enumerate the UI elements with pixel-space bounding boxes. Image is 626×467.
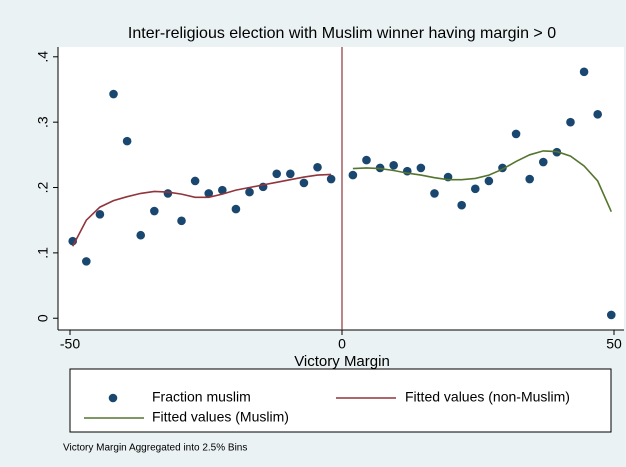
- legend: [69, 368, 612, 433]
- point: [299, 178, 309, 188]
- point: [538, 157, 548, 167]
- point: [150, 206, 159, 216]
- y-tick-label: .2: [35, 181, 51, 193]
- point: [231, 204, 241, 214]
- point: [286, 169, 295, 179]
- fit-line: [352, 150, 613, 213]
- point: [566, 117, 575, 127]
- x-tick-label: -50: [60, 336, 80, 352]
- point: [245, 187, 254, 197]
- y-tick-label: .3: [35, 116, 51, 128]
- legend-label: Fraction muslim: [152, 389, 251, 405]
- point: [362, 155, 371, 165]
- legend-label: Fitted values (non-Muslim): [405, 389, 570, 405]
- x-tick-label: 50: [606, 336, 622, 352]
- fit-line: [71, 173, 332, 247]
- point: [326, 174, 336, 184]
- legend-marker: [108, 393, 118, 403]
- point: [95, 210, 105, 219]
- legend-label: Fitted values (Muslim): [152, 409, 289, 425]
- point: [606, 310, 616, 320]
- point: [272, 169, 282, 179]
- point: [470, 184, 480, 194]
- y-tick-label: 0: [35, 314, 51, 322]
- point: [511, 129, 521, 139]
- x-tick-label: 0: [338, 336, 346, 352]
- point: [593, 110, 602, 119]
- point: [136, 230, 146, 240]
- point: [177, 216, 186, 226]
- point: [190, 176, 200, 186]
- point: [416, 163, 426, 173]
- point: [313, 162, 322, 172]
- y-tick-label: .1: [35, 247, 51, 259]
- point: [484, 176, 494, 186]
- y-tick-label: .4: [35, 51, 51, 63]
- point: [430, 189, 439, 198]
- point: [163, 189, 173, 198]
- note: Victory Margin Aggregated into 2.5% Bins: [63, 443, 247, 454]
- point: [204, 189, 214, 198]
- point: [218, 185, 227, 195]
- point: [457, 200, 466, 210]
- chart-title: Inter-religious election with Muslim win…: [128, 25, 556, 42]
- plot-area: [58, 47, 624, 330]
- point: [348, 170, 358, 180]
- x-axis-label: Victory Margin: [294, 353, 390, 370]
- point: [525, 174, 534, 184]
- point: [389, 160, 398, 170]
- point: [82, 257, 91, 266]
- point: [122, 136, 132, 146]
- point: [579, 67, 589, 77]
- point: [109, 89, 118, 99]
